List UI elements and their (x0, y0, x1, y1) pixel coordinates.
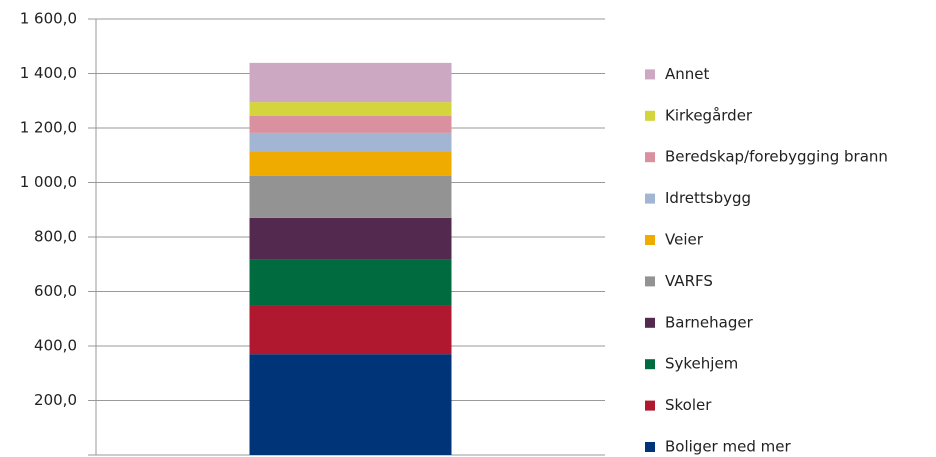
y-tick-label: 1 000,0 (20, 173, 77, 191)
legend-swatch (645, 317, 655, 328)
bar-segment (249, 305, 452, 355)
legend-label: Barnehager (665, 313, 754, 331)
legend-swatch (645, 110, 655, 121)
y-tick-label: 400,0 (34, 337, 77, 355)
bar-segment (249, 175, 452, 218)
legend-swatch (645, 69, 655, 80)
bar-segment (249, 217, 452, 260)
legend-swatch (645, 235, 655, 245)
y-tick-label: 1 200,0 (20, 119, 77, 137)
y-tick-label: 1 400,0 (20, 64, 77, 82)
legend-swatch (645, 400, 655, 411)
legend-label: Beredskap/forebygging brann (665, 148, 888, 166)
legend-label: Boliger med mer (665, 438, 791, 456)
legend-label: Skoler (665, 396, 712, 414)
legend-swatch (645, 276, 655, 287)
y-tick-label: 800,0 (34, 228, 77, 246)
legend-label: Sykehjem (665, 355, 738, 373)
bar-segment (249, 102, 452, 117)
bar-segment (249, 151, 452, 176)
legend-label: Veier (665, 231, 704, 249)
legend-swatch (645, 193, 655, 204)
y-tick-label: 1 600,0 (20, 10, 77, 28)
bar-segment (249, 116, 452, 133)
y-tick-label: 200,0 (34, 391, 77, 409)
bar-segment (249, 62, 452, 103)
bar-segment (249, 354, 452, 455)
y-tick-label: 600,0 (34, 282, 77, 300)
legend-swatch (645, 442, 655, 452)
legend-label: VARFS (665, 272, 713, 290)
bar-segment (249, 132, 452, 152)
legend-label: Idrettsbygg (665, 189, 751, 207)
legend-label: Kirkegårder (665, 106, 753, 124)
legend-swatch (645, 152, 655, 163)
legend-label: Annet (665, 65, 710, 83)
bar-segment (249, 259, 452, 306)
legend-swatch (645, 359, 655, 370)
